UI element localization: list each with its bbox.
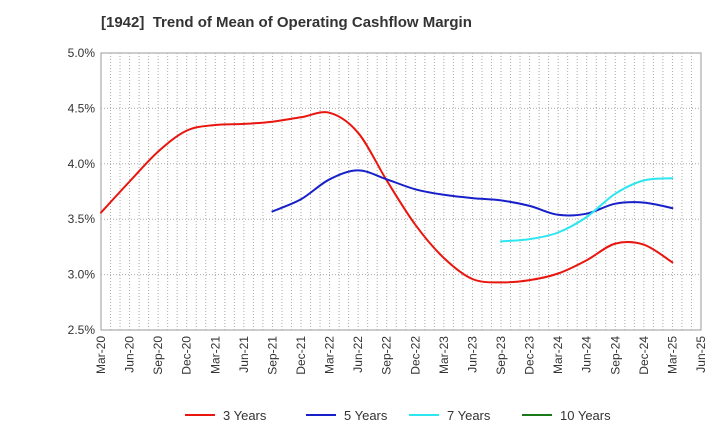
x-tick-label: Jun-21 <box>237 336 251 373</box>
x-tick-label: Sep-24 <box>608 336 622 375</box>
legend-label-7-years: 7 Years <box>447 408 491 423</box>
x-tick-label: Sep-21 <box>265 336 279 375</box>
x-tick-label: Jun-20 <box>123 336 137 373</box>
y-tick-label: 3.5% <box>68 212 96 226</box>
y-tick-label: 5.0% <box>68 46 96 60</box>
x-tick-label: Sep-23 <box>494 336 508 375</box>
x-tick-label: Dec-22 <box>408 336 422 375</box>
y-tick-label: 4.0% <box>68 157 96 171</box>
y-tick-label: 3.0% <box>68 268 96 282</box>
y-tick-label: 4.5% <box>68 101 96 115</box>
x-tick-label: Mar-20 <box>94 336 108 374</box>
x-tick-label: Sep-22 <box>380 336 394 375</box>
x-tick-label: Sep-20 <box>151 336 165 375</box>
x-tick-label: Dec-24 <box>637 336 651 375</box>
x-tick-label: Jun-23 <box>465 336 479 373</box>
plot-area-border <box>100 52 702 331</box>
series-line-3-years <box>100 111 674 284</box>
x-tick-label: Jun-24 <box>580 336 594 373</box>
chart-title: [1942] Trend of Mean of Operating Cashfl… <box>101 14 472 31</box>
x-tick-label: Mar-24 <box>551 336 565 374</box>
legend-label-3-years: 3 Years <box>223 408 267 423</box>
x-tick-label: Jun-25 <box>694 336 708 373</box>
series-line-5-years <box>271 169 674 217</box>
x-tick-label: Dec-20 <box>180 336 194 375</box>
y-tick-label: 2.5% <box>68 323 96 337</box>
x-tick-label: Jun-22 <box>351 336 365 373</box>
x-tick-label: Mar-25 <box>665 336 679 374</box>
legend-label-10-years: 10 Years <box>560 408 611 423</box>
x-tick-label: Mar-22 <box>323 336 337 374</box>
x-tick-label: Dec-23 <box>523 336 537 375</box>
series-line-7-years <box>500 177 674 243</box>
x-tick-label: Mar-23 <box>437 336 451 374</box>
legend-label-5-years: 5 Years <box>344 408 388 423</box>
x-tick-label: Mar-21 <box>208 336 222 374</box>
x-tick-label: Dec-21 <box>294 336 308 375</box>
